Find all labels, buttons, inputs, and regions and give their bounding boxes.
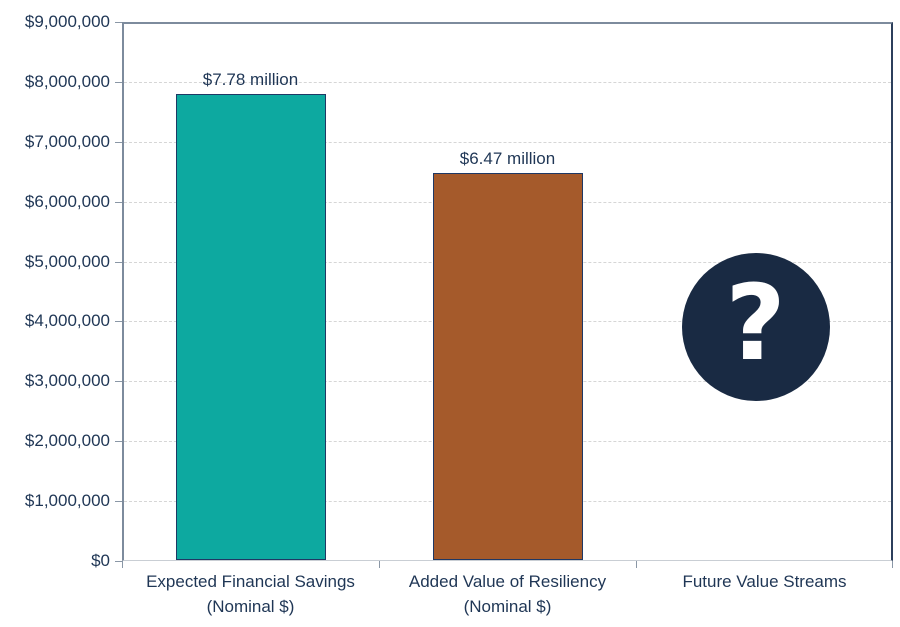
gridline: [124, 141, 891, 143]
bar-data-label: $7.78 million: [202, 70, 299, 90]
x-axis-category-label: Expected Financial Savings (Nominal $): [122, 570, 379, 619]
y-axis-tick-mark: [115, 321, 122, 323]
y-axis-tick-label: $6,000,000: [24, 191, 110, 211]
y-axis-tick-mark: [115, 441, 122, 443]
y-axis-tick-label: $7,000,000: [24, 131, 110, 151]
y-axis-tick-mark: [115, 561, 122, 562]
x-axis-category-label: Added Value of Resiliency (Nominal $): [379, 570, 636, 619]
y-axis-tick-mark: [115, 141, 122, 143]
x-axis-category-label: Future Value Streams: [636, 570, 893, 595]
x-axis-category-label-line: Added Value of Resiliency: [408, 572, 607, 591]
y-axis-tick-mark: [115, 261, 122, 263]
x-axis-category-label-line: Future Value Streams: [682, 572, 847, 591]
y-axis-tick-mark: [115, 22, 122, 23]
y-axis-tick-label: $8,000,000: [24, 71, 110, 91]
question-mark-glyph: ?: [725, 262, 786, 384]
y-axis-tick-label: $3,000,000: [24, 371, 110, 391]
y-axis-tick-mark: [115, 201, 122, 203]
bar-0: [175, 94, 326, 560]
x-axis-tick-mark: [122, 561, 123, 568]
x-axis-category-label-line: Expected Financial Savings: [146, 572, 355, 591]
bar-data-label: $6.47 million: [459, 148, 556, 168]
x-axis-tick-mark: [892, 561, 893, 568]
y-axis-tick-label: $1,000,000: [24, 491, 110, 511]
y-axis-tick-label: $5,000,000: [24, 251, 110, 271]
y-axis-tick-mark: [115, 501, 122, 503]
bar-1: [432, 172, 583, 560]
y-axis-tick-mark: [115, 81, 122, 83]
y-axis-tick-label: $9,000,000: [24, 12, 110, 31]
x-axis-category-label-line: (Nominal $): [463, 596, 552, 616]
y-axis-tick-label: $4,000,000: [24, 311, 110, 331]
y-axis-tick-label: $2,000,000: [24, 431, 110, 451]
x-axis-category-label-line: (Nominal $): [206, 596, 295, 616]
question-mark-icon: ?: [681, 253, 830, 401]
x-axis-tick-mark: [379, 561, 380, 568]
gridline: [124, 81, 891, 83]
x-axis-tick-mark: [636, 561, 637, 568]
y-axis-tick-mark: [115, 381, 122, 383]
y-axis-tick-label: $0: [91, 551, 110, 570]
